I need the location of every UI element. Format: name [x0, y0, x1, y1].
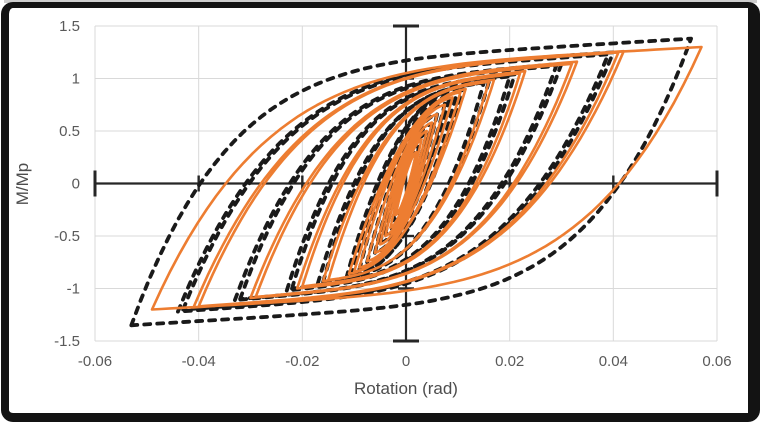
x-tick-label: 0 [402, 353, 410, 370]
y-tick-label: 1 [72, 71, 80, 88]
x-tick-label: -0.06 [78, 353, 112, 370]
y-tick-label: 0.5 [59, 123, 80, 140]
x-axis-title: Rotation (rad) [354, 379, 458, 398]
x-tick-label: 0.02 [495, 353, 524, 370]
x-tick-label: -0.04 [182, 353, 216, 370]
x-tick-label: -0.02 [285, 353, 319, 370]
y-tick-label: 0 [72, 176, 80, 193]
y-tick-label: 1.5 [59, 18, 80, 35]
y-tick-label: -1.5 [54, 333, 80, 350]
y-tick-label: -0.5 [54, 228, 80, 245]
window-top-edge [4, 0, 757, 3]
x-tick-label: 0.04 [599, 353, 628, 370]
y-axis-title: M/Mp [13, 162, 32, 206]
x-tick-label: 0.06 [702, 353, 731, 370]
y-tick-label: -1 [67, 281, 80, 298]
series-path-orange-solid-loops [150, 45, 703, 311]
